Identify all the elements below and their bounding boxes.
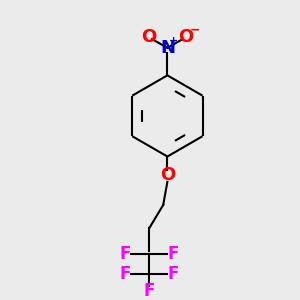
Text: −: −: [190, 24, 200, 37]
Text: +: +: [169, 36, 178, 46]
Text: O: O: [178, 28, 194, 46]
Text: F: F: [119, 245, 130, 263]
Text: F: F: [119, 265, 130, 283]
Text: F: F: [144, 282, 155, 300]
Text: O: O: [160, 167, 175, 184]
Text: O: O: [141, 28, 156, 46]
Text: N: N: [160, 39, 175, 57]
Text: F: F: [168, 265, 179, 283]
Text: F: F: [168, 245, 179, 263]
